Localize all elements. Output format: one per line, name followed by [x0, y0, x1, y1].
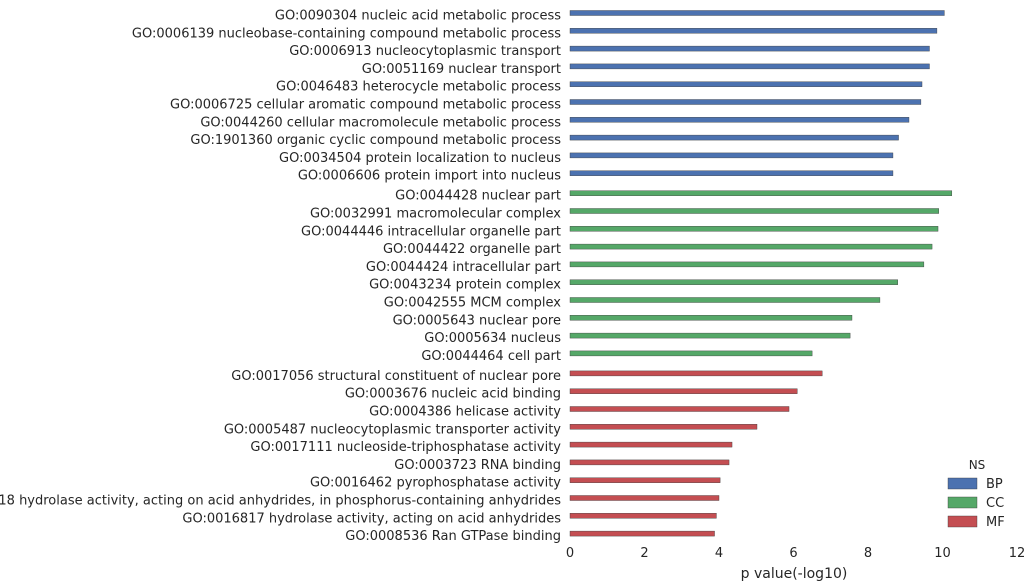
- category-label: GO:0090304 nucleic acid metabolic proces…: [275, 9, 561, 24]
- category-label: GO:0044446 intracellular organelle part: [301, 224, 561, 239]
- bar: [569, 513, 717, 519]
- category-label: GO:0044464 cell part: [421, 349, 561, 364]
- bar: [569, 495, 720, 501]
- legend-title: NS: [969, 458, 986, 472]
- legend-label: BP: [986, 477, 1003, 492]
- bar: [569, 134, 899, 141]
- category-label: GO:0005643 nuclear pore: [393, 313, 561, 328]
- bar: [569, 45, 930, 52]
- category-label: GO:0004386 helicase activity: [369, 405, 561, 420]
- bar: [569, 63, 930, 70]
- category-label: GO:0008536 Ran GTPase binding: [345, 529, 561, 544]
- bar: [569, 10, 945, 16]
- x-tick-label: 12: [1009, 546, 1026, 561]
- x-axis-ticks-group: 0 2 4 6 8 10 12: [566, 546, 1025, 561]
- category-label: GO:0034504 protein localization to nucle…: [279, 151, 561, 166]
- bar: [569, 279, 898, 285]
- category-label: GO:0003723 RNA binding: [394, 458, 561, 473]
- x-tick-label: 4: [715, 546, 723, 561]
- x-axis-title: p value(-log10): [741, 566, 848, 582]
- bar: [569, 170, 894, 176]
- category-label: GO:0003676 nucleic acid binding: [345, 387, 561, 402]
- legend: NS BP CC MF: [947, 458, 1005, 530]
- legend-entries-group: BP CC MF: [947, 477, 1005, 530]
- legend-swatch: [947, 515, 978, 528]
- bar: [569, 297, 881, 303]
- bar: [569, 388, 798, 394]
- bar: [569, 28, 938, 34]
- bar: [569, 208, 939, 214]
- category-label: GO:0044424 intracellular part: [366, 260, 561, 275]
- bar: [569, 152, 894, 159]
- category-label: GO:0006725 cellular aromatic compound me…: [170, 98, 561, 113]
- category-label: GO:0046483 heterocycle metabolic process: [276, 80, 561, 95]
- category-label: GO:1901360 organic cyclic compound metab…: [190, 133, 561, 148]
- bar: [569, 99, 922, 105]
- x-tick-label: 0: [566, 546, 574, 561]
- bar: [569, 350, 813, 357]
- category-label: GO:0044260 cellular macromolecule metabo…: [200, 115, 561, 130]
- bar: [569, 530, 715, 537]
- bar: [569, 406, 790, 412]
- x-tick-label: 6: [789, 546, 797, 561]
- bar: [569, 477, 721, 483]
- category-label: GO:0044422 organelle part: [383, 242, 561, 257]
- bar: [569, 424, 758, 430]
- category-labels-group: GO:0090304 nucleic acid metabolic proces…: [0, 9, 561, 545]
- category-label: GO:0032991 macromolecular complex: [310, 207, 561, 222]
- bar: [569, 315, 853, 321]
- x-tick-label: 10: [934, 546, 951, 561]
- category-label: GO:0043234 protein complex: [369, 278, 561, 293]
- category-label: GO:0016817 hydrolase activity, acting on…: [182, 511, 561, 526]
- x-tick-label: 8: [864, 546, 872, 561]
- bar: [569, 261, 925, 268]
- category-label: GO:0044428 nuclear part: [395, 189, 561, 204]
- category-label: GO:0006913 nucleocytoplasmic transport: [289, 44, 561, 59]
- category-label: GO:0006139 nucleobase-containing compoun…: [132, 26, 561, 41]
- category-label: GO:0017111 nucleoside-triphosphatase act…: [250, 440, 561, 455]
- legend-swatch: [947, 477, 978, 490]
- category-label: GO:0051169 nuclear transport: [362, 62, 561, 77]
- bar: [569, 81, 923, 87]
- bars-group: [569, 10, 953, 537]
- legend-label: MF: [986, 515, 1005, 530]
- bar: [569, 332, 851, 339]
- category-label: GO:0017056 structural constituent of nuc…: [231, 369, 561, 384]
- x-tick-label: 2: [640, 546, 648, 561]
- category-label: GO:0005487 nucleocytoplasmic transporter…: [224, 422, 561, 437]
- category-label: GO:0016818 hydrolase activity, acting on…: [0, 494, 561, 509]
- bar: [569, 459, 730, 466]
- bar: [569, 226, 939, 232]
- bar: [569, 370, 823, 377]
- category-label: GO:0016462 pyrophosphatase activity: [310, 476, 561, 491]
- legend-label: CC: [986, 496, 1004, 511]
- bar: [569, 117, 910, 123]
- bar: [569, 441, 733, 448]
- category-label: GO:0006606 protein import into nucleus: [298, 169, 561, 184]
- bar: [569, 243, 933, 250]
- legend-swatch: [947, 496, 978, 509]
- bar: [569, 190, 953, 196]
- category-label: GO:0042555 MCM complex: [384, 296, 562, 311]
- category-label: GO:0005634 nucleus: [424, 331, 561, 346]
